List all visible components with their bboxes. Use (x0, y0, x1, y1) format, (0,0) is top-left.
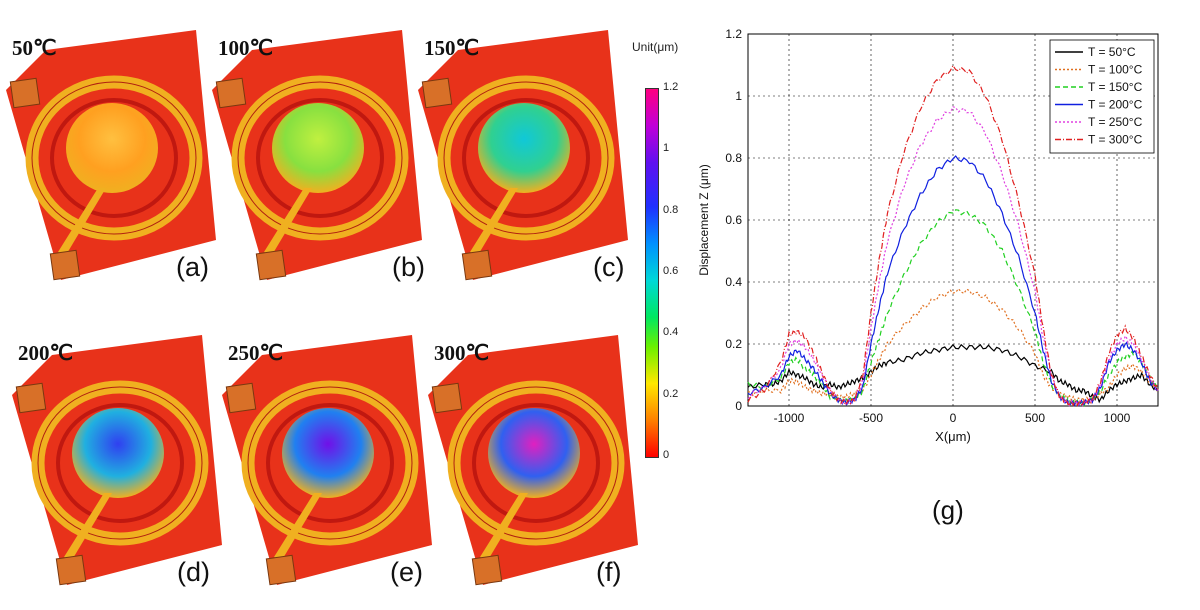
y-tick-label: 0.8 (725, 151, 742, 165)
panel-d: 200℃ (d) (12, 335, 222, 590)
series-line (747, 343, 1159, 404)
y-tick-label: 1.2 (725, 27, 742, 41)
panel-f: 300℃ (f) (428, 335, 638, 590)
panel-label-a: (a) (176, 252, 209, 282)
colorbar: Unit(μm) 1.2 1 0.8 0.6 0.4 0.2 0 (632, 40, 692, 470)
colorbar-tick-label: 0.6 (663, 265, 679, 277)
temperature-label-e: 250℃ (228, 341, 284, 365)
panel-e: 250℃ (e) (222, 335, 432, 590)
legend-entry: T = 150°C (1088, 80, 1143, 94)
x-tick-label: 1000 (1104, 411, 1131, 425)
panel-a: 50℃ (a) (6, 30, 216, 285)
surface-map-f (428, 335, 638, 586)
colorbar-tick-label: 0.8 (663, 203, 679, 216)
y-axis-label: Displacement Z (μm) (697, 164, 711, 276)
temperature-label-a: 50℃ (12, 36, 57, 60)
x-tick-label: 0 (950, 411, 957, 425)
legend-entry: T = 300°C (1088, 133, 1143, 147)
colorbar-tick-label: 0.2 (663, 387, 679, 400)
surface-map-d (12, 335, 222, 586)
temperature-label-f: 300℃ (434, 341, 490, 365)
legend-entry: T = 200°C (1088, 98, 1143, 112)
colorbar-tick-label: 1.2 (663, 81, 679, 93)
series-line (747, 287, 1159, 404)
surface-map-c (418, 30, 628, 281)
temperature-label-b: 100℃ (218, 36, 274, 60)
panel-label-d: (d) (177, 557, 210, 587)
surface-map-a (6, 30, 216, 281)
x-tick-label: -500 (859, 411, 883, 425)
y-tick-label: 1 (735, 89, 742, 103)
series-line (747, 209, 1159, 408)
colorbar-tick-label: 0.4 (663, 326, 679, 339)
x-tick-label: 500 (1025, 411, 1045, 425)
series-line (747, 64, 1159, 407)
y-tick-label: 0.6 (725, 213, 742, 227)
panel-label-c: (c) (593, 252, 625, 282)
panel-label-g: (g) (932, 495, 964, 525)
x-axis-label: X(μm) (935, 429, 971, 444)
colorbar-tick-label: 1 (663, 142, 670, 155)
panel-label-b: (b) (392, 252, 425, 282)
legend (1049, 39, 1155, 154)
colorbar-gradient (645, 88, 659, 458)
series-line (747, 106, 1159, 407)
panel-c: 150℃ (c) (418, 30, 628, 285)
colorbar-title: Unit(μm) (632, 40, 679, 54)
series-line (747, 155, 1159, 407)
surface-map-e (222, 335, 432, 586)
legend-entry: T = 100°C (1088, 63, 1143, 77)
y-tick-label: 0 (735, 399, 742, 413)
panel-label-f: (f) (596, 557, 622, 587)
legend-entry: T = 250°C (1088, 115, 1143, 129)
temperature-label-c: 150℃ (424, 36, 480, 60)
x-tick-label: -1000 (774, 411, 805, 425)
panel-b: 100℃ (b) (212, 30, 425, 285)
surface-map-b (212, 30, 422, 281)
legend-entry: T = 50°C (1088, 45, 1136, 59)
colorbar-tick-label: 0 (663, 449, 670, 461)
panel-label-e: (e) (390, 557, 423, 587)
displacement-profile-chart: -1000 -500 0 500 1000 0 0.2 0.4 0.6 0.8 1 1.2 X(μm) D… (690, 20, 1190, 520)
temperature-label-d: 200℃ (18, 341, 74, 365)
y-tick-label: 0.2 (725, 337, 742, 351)
y-tick-label: 0.4 (725, 275, 742, 289)
chart-canvas: -1000 -500 0 500 1000 0 0.2 0.4 0.6 0.8 1 1.2 X(μm) D… (697, 27, 1159, 444)
